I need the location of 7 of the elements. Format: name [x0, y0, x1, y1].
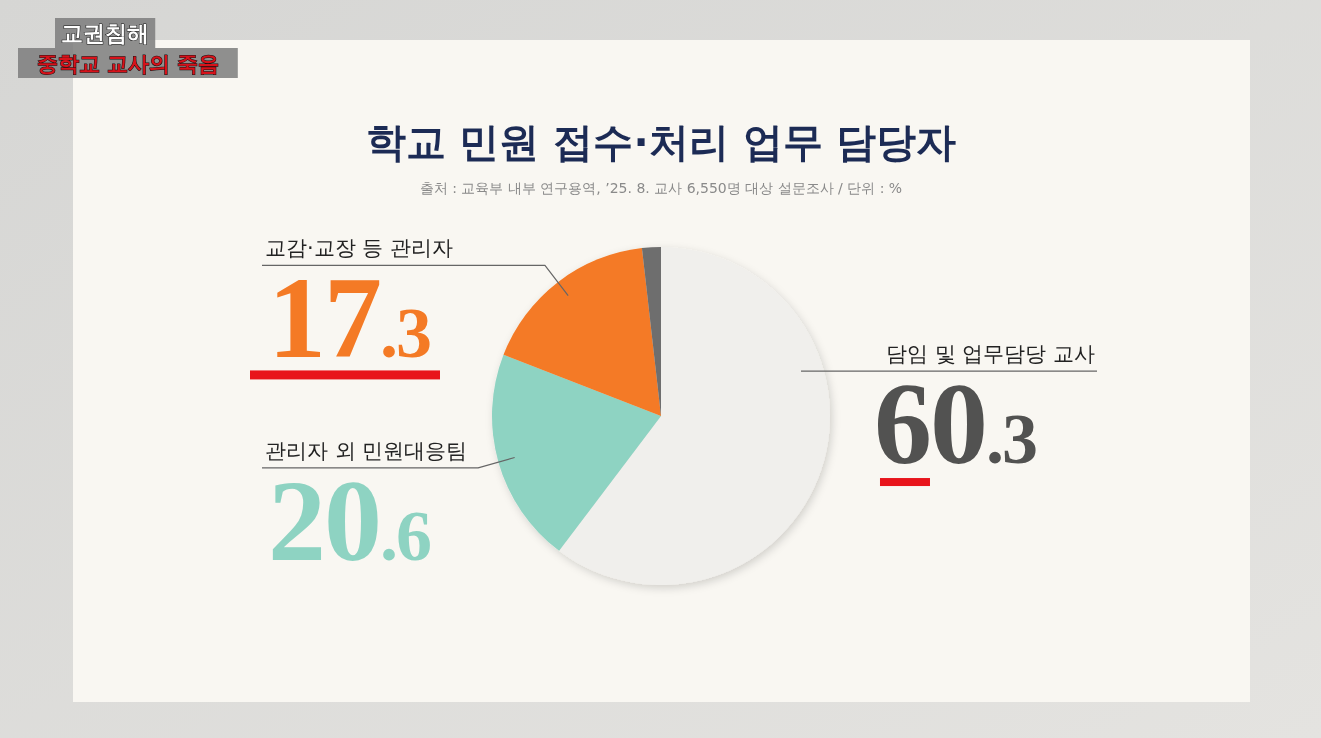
- text: 교권침해: [61, 21, 150, 46]
- chart-title: 학교 민원 접수·처리 업무 담당자: [365, 119, 957, 165]
- pie-slice: [559, 247, 830, 585]
- text: 중학교 교사의 죽음: [36, 52, 220, 76]
- pie-slice: [492, 354, 661, 551]
- pie-slice: [503, 248, 661, 416]
- chart-subtitle: 출처 : 교육부 내부 연구용역, ’25. 8. 교사 6,550명 대상 설문조사 / 단위 : %: [419, 180, 903, 196]
